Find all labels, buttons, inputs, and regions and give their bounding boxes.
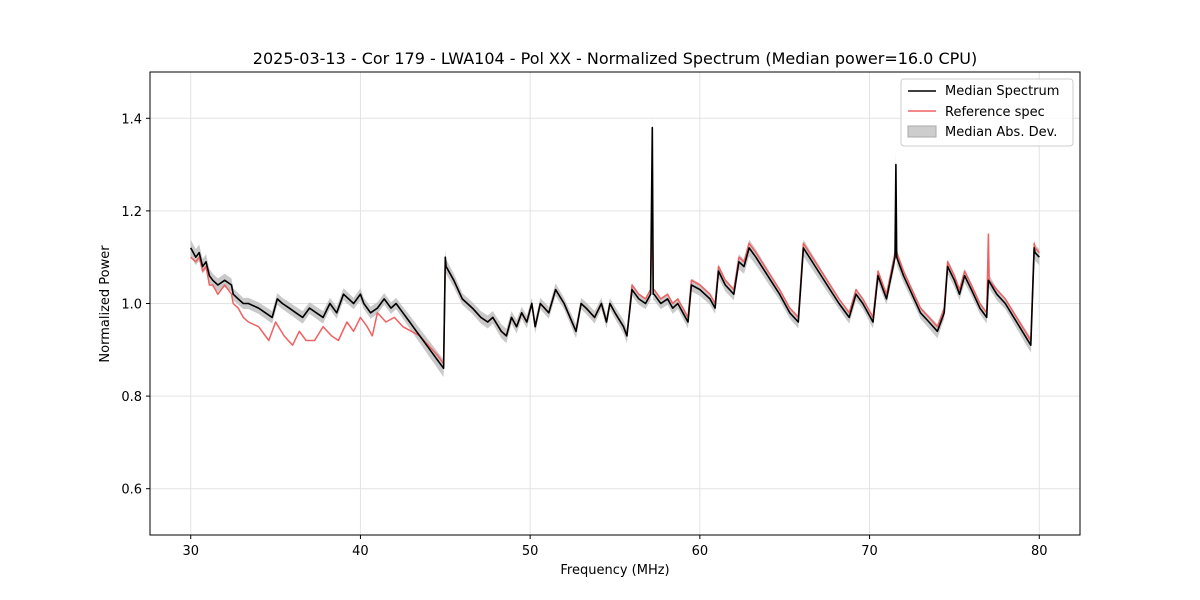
- x-tick-label: 30: [182, 544, 199, 559]
- y-tick-label: 0.6: [121, 483, 142, 498]
- mad-band: [190, 113, 1040, 378]
- legend-label-median-abs-dev: Median Abs. Dev.: [945, 125, 1057, 140]
- legend-label-median-spectrum: Median Spectrum: [945, 84, 1059, 99]
- chart-title: 2025-03-13 - Cor 179 - LWA104 - Pol XX -…: [253, 49, 977, 68]
- y-tick-label: 1.2: [121, 205, 142, 220]
- x-tick-label: 60: [692, 544, 709, 559]
- x-tick-label: 70: [861, 544, 878, 559]
- legend-label-reference-spec: Reference spec: [945, 105, 1045, 120]
- legend: Median Spectrum Reference spec Median Ab…: [900, 78, 1074, 147]
- y-tick-label: 1.4: [121, 112, 142, 127]
- y-tick-label: 1.0: [121, 298, 142, 313]
- series-layer: [189, 126, 1040, 370]
- x-tick-label: 40: [352, 544, 369, 559]
- x-axis-ticks: 30 40 50 60 70 80: [182, 535, 1048, 559]
- x-tick-label: 80: [1031, 544, 1048, 559]
- y-tick-label: 0.8: [121, 390, 142, 405]
- x-tick-label: 50: [522, 544, 539, 559]
- y-axis-ticks: 0.6 0.8 1.0 1.2 1.4: [121, 112, 150, 498]
- x-axis-label: Frequency (MHz): [560, 563, 669, 578]
- legend-box: [900, 78, 1074, 147]
- y-axis-label: Normalized Power: [98, 245, 113, 363]
- series-line-median-spectrum: [189, 126, 1040, 370]
- mad-band-layer: [190, 113, 1040, 378]
- legend-swatch-median-abs-dev: [907, 125, 937, 138]
